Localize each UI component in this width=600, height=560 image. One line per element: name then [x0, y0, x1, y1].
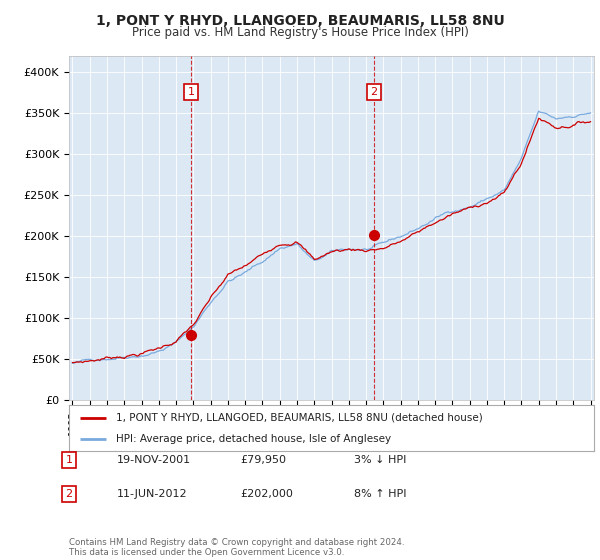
Text: 1: 1: [65, 455, 73, 465]
Text: £202,000: £202,000: [240, 489, 293, 499]
Text: 11-JUN-2012: 11-JUN-2012: [117, 489, 188, 499]
Text: 2: 2: [370, 87, 377, 97]
Text: Contains HM Land Registry data © Crown copyright and database right 2024.
This d: Contains HM Land Registry data © Crown c…: [69, 538, 404, 557]
Text: 1, PONT Y RHYD, LLANGOED, BEAUMARIS, LL58 8NU (detached house): 1, PONT Y RHYD, LLANGOED, BEAUMARIS, LL5…: [116, 413, 483, 423]
Text: 19-NOV-2001: 19-NOV-2001: [117, 455, 191, 465]
Text: 1: 1: [188, 87, 195, 97]
Text: Price paid vs. HM Land Registry's House Price Index (HPI): Price paid vs. HM Land Registry's House …: [131, 26, 469, 39]
Text: 8% ↑ HPI: 8% ↑ HPI: [354, 489, 407, 499]
Text: 1, PONT Y RHYD, LLANGOED, BEAUMARIS, LL58 8NU: 1, PONT Y RHYD, LLANGOED, BEAUMARIS, LL5…: [95, 14, 505, 28]
Text: £79,950: £79,950: [240, 455, 286, 465]
Text: 2: 2: [65, 489, 73, 499]
Text: HPI: Average price, detached house, Isle of Anglesey: HPI: Average price, detached house, Isle…: [116, 435, 391, 444]
Text: 3% ↓ HPI: 3% ↓ HPI: [354, 455, 406, 465]
